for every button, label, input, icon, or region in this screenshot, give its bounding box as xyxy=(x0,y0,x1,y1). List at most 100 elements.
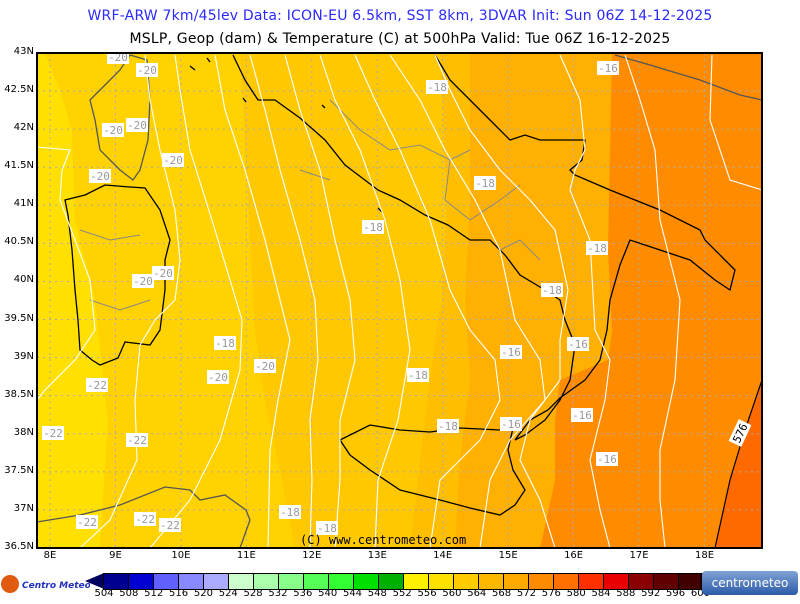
colorbar-segment xyxy=(129,574,154,589)
temperature-label: -18 xyxy=(407,368,429,382)
temperature-label: -18 xyxy=(437,419,459,433)
latitude-label: 39N xyxy=(13,350,34,362)
svg-text:-18: -18 xyxy=(215,337,235,350)
copyright-text: (C) www.centrometeo.com xyxy=(300,533,467,547)
temperature-contour-line xyxy=(36,146,96,401)
temperature-label: -20 xyxy=(254,359,276,373)
svg-text:-18: -18 xyxy=(438,420,458,433)
temperature-contour-line xyxy=(389,54,546,549)
svg-text:-20: -20 xyxy=(108,51,128,64)
colorbar-label: 596 xyxy=(666,588,686,599)
longitude-label: 16E xyxy=(564,550,584,561)
colorbar-segment xyxy=(304,574,329,589)
longitude-label: 11E xyxy=(236,550,256,561)
temperature-label: -20 xyxy=(207,370,229,384)
temperature-label: -16 xyxy=(500,417,522,431)
colorbar-label: 520 xyxy=(193,588,213,599)
temperature-label: -18 xyxy=(586,241,608,255)
svg-text:-20: -20 xyxy=(90,170,110,183)
temperature-contour-line xyxy=(214,54,291,549)
longitude-label: 8E xyxy=(43,550,57,561)
temperature-label: -22 xyxy=(159,518,181,532)
temperature-label: -18 xyxy=(362,220,384,234)
longitude-label: 10E xyxy=(171,550,191,561)
latitude-label: 41N xyxy=(13,198,34,210)
centrometeo-logo: centrometeo xyxy=(702,571,798,595)
svg-text:-16: -16 xyxy=(501,346,521,359)
temperature-label: -16 xyxy=(596,452,618,466)
colorbar-segment xyxy=(379,574,404,589)
svg-text:-20: -20 xyxy=(103,124,123,137)
colorbar-label: 576 xyxy=(541,588,561,599)
colorbar-label: 556 xyxy=(417,588,437,599)
colorbar-segment xyxy=(479,574,504,589)
temperature-contour-line xyxy=(354,54,501,549)
svg-text:-20: -20 xyxy=(255,360,275,373)
svg-text:-18: -18 xyxy=(542,284,562,297)
temperature-contour-line xyxy=(249,54,319,549)
temperature-label: -22 xyxy=(76,515,98,529)
longitude-label: 13E xyxy=(367,550,387,561)
colorbar-label: 544 xyxy=(342,588,363,599)
svg-text:-16: -16 xyxy=(568,338,588,351)
svg-text:-18: -18 xyxy=(317,522,337,535)
sicily-coastline xyxy=(339,424,526,516)
colorbar-label: 552 xyxy=(392,588,412,599)
svg-text:-20: -20 xyxy=(137,64,157,77)
sardinia-coastline xyxy=(64,184,171,366)
temperature-contours xyxy=(36,54,763,549)
latitude-label: 36.5N xyxy=(4,540,34,552)
temperature-contour-line xyxy=(709,54,763,191)
chart-title: MSLP, Geop (dam) & Temperature (C) at 50… xyxy=(129,31,671,47)
temperature-contour-line xyxy=(79,54,181,549)
colorbar-label: 564 xyxy=(467,588,487,599)
temperature-label: -18 xyxy=(214,336,236,350)
longitude-label: 15E xyxy=(498,550,518,561)
latitude-label: 42.5N xyxy=(4,84,34,96)
colorbar-label: 536 xyxy=(293,588,313,599)
colorbar-label: 532 xyxy=(268,588,288,599)
geopotential-contour-576 xyxy=(714,379,763,549)
temperature-label: -18 xyxy=(541,283,563,297)
temperature-label: -20 xyxy=(162,153,184,167)
colorbar-segment xyxy=(529,574,554,589)
svg-text:-20: -20 xyxy=(127,119,147,132)
colorbar-segment xyxy=(504,574,529,589)
colorbar-segment xyxy=(354,574,379,589)
map-frame xyxy=(36,52,763,549)
temperature-contour-line xyxy=(624,54,681,549)
temperature-label: -18 xyxy=(316,521,338,535)
colorbar-segment xyxy=(104,574,129,589)
colorbar-segment xyxy=(279,574,304,589)
svg-text:-16: -16 xyxy=(572,409,592,422)
colorbar-segment xyxy=(329,574,354,589)
colorbar-label: 600 xyxy=(690,588,710,599)
colorbar-segment xyxy=(429,574,454,589)
islands xyxy=(189,57,383,213)
svg-text:-16: -16 xyxy=(598,62,618,75)
colorbar-label: 528 xyxy=(243,588,263,599)
colorbar-segment xyxy=(629,574,654,589)
colorbar-label: 560 xyxy=(442,588,462,599)
temperature-label: -22 xyxy=(86,378,108,392)
temperature-label: -22 xyxy=(126,433,148,447)
lat-lon-grid xyxy=(37,52,762,549)
colorbar-segment xyxy=(204,574,229,589)
svg-text:-20: -20 xyxy=(163,154,183,167)
temperature-label: -18 xyxy=(474,176,496,190)
temperature-label: -16 xyxy=(597,61,619,75)
temperature-label: -20 xyxy=(102,123,124,137)
svg-text:-22: -22 xyxy=(160,519,180,532)
colorbar-label: 516 xyxy=(169,588,189,599)
temperature-contour-line xyxy=(434,54,569,549)
colorbar-segment xyxy=(604,574,629,589)
colorbar-label: 504 xyxy=(94,588,114,599)
contour-labels: -20 -20 -20 -20 -20 -20 -20 -20 -18 -16 -18 -18 -18 -… xyxy=(42,50,752,535)
longitude-label: 12E xyxy=(302,550,322,561)
colorbar-label: 524 xyxy=(218,588,238,599)
colorbar-segment xyxy=(554,574,579,589)
temperature-label: -20 xyxy=(152,266,174,280)
fill-band-580 xyxy=(715,380,762,548)
svg-text:-18: -18 xyxy=(475,177,495,190)
